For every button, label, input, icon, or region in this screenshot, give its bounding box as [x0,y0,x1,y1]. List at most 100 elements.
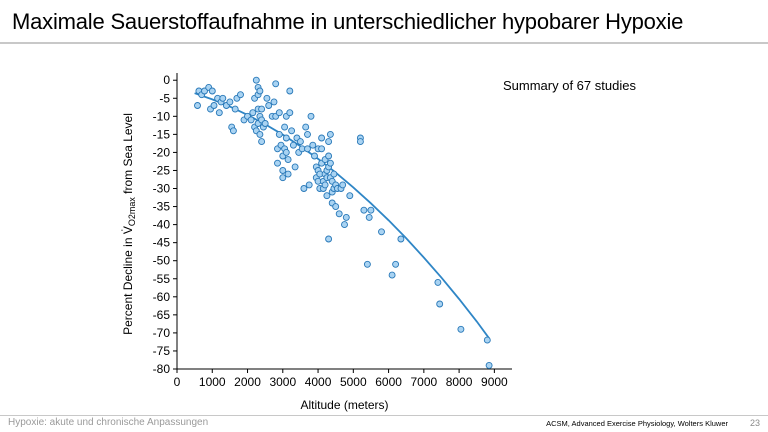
y-axis-label: Percent Decline in V̇O2max from Sea Leve… [121,113,137,335]
data-point [237,91,244,99]
footer-source: ACSM, Advanced Exercise Physiology, Wolt… [546,419,728,428]
data-point [265,102,273,109]
y-axis-label-prefix: Percent Decline in [121,234,135,335]
y-tick-label: -5 [159,91,170,105]
title-divider [0,42,768,44]
data-point [332,203,340,211]
data-point [272,80,280,88]
data-point [302,123,310,131]
data-point [258,138,266,146]
x-tick-label: 3000 [269,375,296,389]
data-point [309,141,317,149]
data-point [323,192,331,200]
data-point [304,145,311,153]
x-tick-label: 5000 [340,375,367,389]
x-tick-label: 4000 [305,375,332,389]
data-point [286,87,294,95]
y-tick-label: 0 [163,73,170,87]
data-point [341,221,348,229]
data-point [304,130,311,138]
footer-divider [0,415,768,416]
page-number: 23 [749,418,760,428]
data-point [291,163,299,171]
data-point [256,130,264,138]
footer-topic: Hypoxie: akute und chronische Anpassunge… [8,417,209,428]
data-point [281,123,289,131]
y-tick-label: -45 [153,236,171,250]
data-point [275,109,283,117]
x-tick-label: 9000 [481,375,508,389]
data-point [282,148,290,156]
data-point [483,336,491,344]
data-point [325,152,333,160]
data-point [330,170,338,178]
x-axis-label: Altitude (meters) [300,398,388,412]
x-tick-label: 2000 [234,375,261,389]
data-point [249,109,257,117]
data-point [311,152,318,160]
data-point [367,206,375,214]
data-point [279,167,287,174]
data-point [210,102,218,109]
data-point [289,141,297,149]
data-point [378,228,385,236]
data-point [296,138,304,146]
data-point [275,130,283,138]
fit-curve-layer [194,92,490,339]
y-tick-label: -10 [153,109,171,123]
data-point [318,134,326,142]
y-tick-label: -20 [153,145,171,159]
y-tick-label: -15 [153,127,171,141]
data-point [284,170,292,178]
data-points [194,76,493,369]
data-point [346,192,354,200]
y-axis-label-symbol: V̇ [121,226,135,234]
data-point [270,98,278,106]
slide-title: Maximale Sauerstoffaufnahme in unterschi… [12,9,684,34]
data-point [274,159,281,167]
data-point [457,325,465,333]
data-point [365,213,373,221]
data-point [388,271,396,279]
data-point [339,181,347,189]
y-tick-label: -75 [153,344,171,358]
y-tick-label: -60 [153,290,171,304]
data-point [247,116,255,124]
data-point [261,120,269,127]
fit-curve [194,92,490,339]
data-point [363,260,371,268]
data-point [436,300,444,308]
x-tick-label: 6000 [375,375,402,389]
data-point [342,213,350,221]
data-point [326,130,334,138]
y-tick-label: -70 [153,326,171,340]
data-point [300,185,308,192]
x-tick-label: 1000 [199,375,226,389]
y-axis-label-suffix: from Sea Level [121,113,135,197]
y-tick-label: -30 [153,182,171,196]
data-point [284,156,292,164]
data-point [325,138,333,146]
y-tick-label: -65 [153,308,171,322]
y-tick-label: -40 [153,218,171,232]
data-point [194,102,201,109]
y-tick-label: -80 [153,362,171,376]
data-point [318,145,326,153]
data-point [208,87,216,95]
data-point [229,127,237,135]
data-point [485,361,493,369]
data-point [397,235,405,243]
chart-labels: 0 1000 2000 3000 4000 5000 6000 7000 8000 9000 0 -5… [121,73,636,412]
data-point [307,112,315,120]
data-point [325,235,333,243]
y-tick-label: -50 [153,254,171,268]
data-point [288,127,296,135]
y-axis-label-subscript: O2max [127,197,137,227]
data-point [256,87,264,95]
data-point [326,159,334,167]
data-point [305,181,313,189]
data-point [219,94,227,102]
y-tick-label: -25 [153,163,171,177]
x-tick-label: 7000 [410,375,437,389]
